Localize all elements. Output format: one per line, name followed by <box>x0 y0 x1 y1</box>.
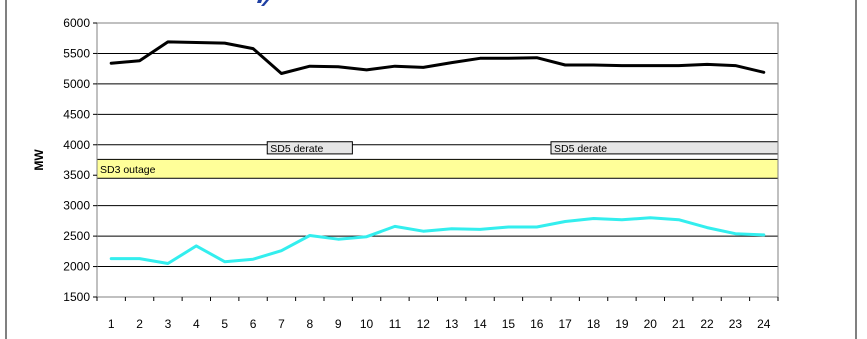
x-tick-label: 9 <box>335 317 342 331</box>
y-tick-label: 2500 <box>63 229 90 243</box>
annotation-bands: SD5 derate SD5 derate SD3 outage <box>96 141 779 179</box>
x-tick-label: 14 <box>473 317 487 331</box>
x-tick-label: 11 <box>389 317 402 331</box>
x-axis-ticks: 1 2 3 4 5 6 7 8 9 10 11 12 13 14 15 16 17 18 19 20 21 22 23 24 <box>96 297 779 331</box>
y-axis-label: MW <box>32 149 46 171</box>
x-tick-label: 1 <box>108 317 115 331</box>
x-tick-label: 13 <box>445 317 459 331</box>
y-tick-label: 3500 <box>63 168 90 182</box>
x-tick-label: 5 <box>221 317 228 331</box>
series-line <box>109 216 766 265</box>
y-tick-label: 3000 <box>63 199 90 213</box>
y-tick-label: 5000 <box>63 77 90 91</box>
y-axis-ticks: 1500 2000 2500 3000 3500 4000 4500 5000 5500 6000 <box>63 16 97 304</box>
x-tick-label: 15 <box>502 317 516 331</box>
x-tick-label: 21 <box>672 317 686 331</box>
cropped-title-fragment <box>257 0 269 6</box>
x-tick-label: 22 <box>700 317 714 331</box>
annotation-label: SD5 derate <box>554 143 607 155</box>
series-lines <box>109 40 766 265</box>
x-tick-label: 6 <box>250 317 257 331</box>
y-tick-label: 2000 <box>63 260 90 274</box>
y-tick-label: 4500 <box>63 107 90 121</box>
x-tick-label: 18 <box>587 317 601 331</box>
y-tick-label: 5500 <box>63 46 90 60</box>
x-tick-label: 4 <box>193 317 200 331</box>
y-tick-label: 1500 <box>63 290 90 304</box>
y-tick-label: 4000 <box>63 138 90 152</box>
x-tick-label: 8 <box>306 317 313 331</box>
annotation-band <box>266 141 353 155</box>
x-tick-label: 2 <box>136 317 143 331</box>
x-tick-label: 16 <box>530 317 544 331</box>
x-tick-label: 23 <box>729 317 743 331</box>
x-tick-label: 7 <box>278 317 285 331</box>
x-tick-label: 20 <box>644 317 658 331</box>
annotation-band <box>96 158 779 179</box>
x-tick-label: 24 <box>757 317 771 331</box>
y-tick-label: 6000 <box>63 16 90 30</box>
x-tick-label: 19 <box>615 317 629 331</box>
annotation-label: SD3 outage <box>100 164 156 176</box>
series-line <box>109 40 766 75</box>
x-tick-label: 12 <box>417 317 431 331</box>
x-tick-label: 17 <box>559 317 573 331</box>
x-tick-label: 10 <box>360 317 374 331</box>
x-tick-label: 3 <box>165 317 172 331</box>
annotation-label: SD5 derate <box>270 143 323 155</box>
